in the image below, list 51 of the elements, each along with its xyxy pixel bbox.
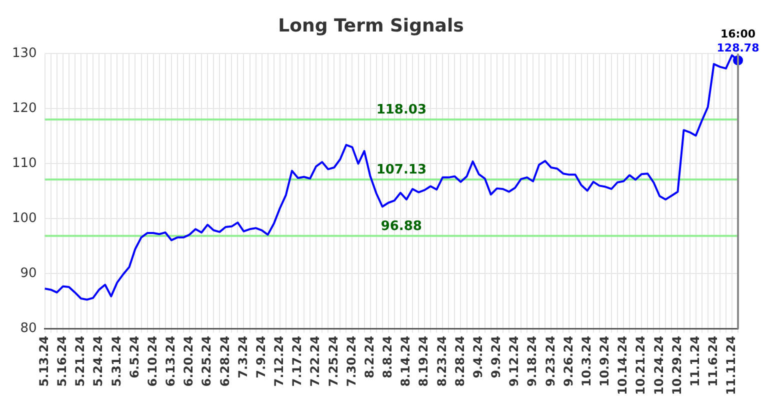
data-label: 128.78	[716, 42, 760, 55]
x-tick-label: 7.3.24	[236, 336, 250, 378]
x-tick-label: 8.14.24	[398, 336, 413, 387]
x-tick-label: 10.21.24	[634, 336, 648, 396]
x-tick-label: 10.24.24	[652, 336, 666, 396]
x-tick-label: 7.25.24	[326, 336, 340, 387]
x-tick-label: 9.4.24	[470, 336, 485, 378]
x-tick-label: 5.21.24	[73, 336, 88, 387]
x-tick-label: 10.14.24	[616, 336, 630, 396]
ref-line-label: 107.13	[376, 162, 426, 178]
x-tick-label: 7.22.24	[308, 336, 322, 387]
y-tick-label: 100	[12, 211, 37, 226]
x-tick-label: 8.8.24	[380, 336, 395, 378]
x-tick-label: 10.29.24	[670, 336, 684, 396]
text: 16:00	[720, 28, 756, 41]
x-tick-label: 11.6.24	[706, 336, 720, 387]
x-tick-label: 6.20.24	[182, 336, 196, 387]
y-tick-label: 80	[20, 321, 37, 336]
x-tick-label: 5.16.24	[55, 336, 70, 387]
x-tick-label: 9.9.24	[489, 336, 504, 378]
x-tick-label: 5.13.24	[36, 336, 51, 387]
x-tick-label: 6.5.24	[127, 336, 142, 378]
x-tick-label: 7.9.24	[254, 336, 268, 378]
x-tick-label: 8.2.24	[362, 336, 376, 378]
y-tick-label: 130	[12, 46, 37, 61]
x-tick-label: 9.26.24	[561, 336, 576, 387]
y-tick-label: 120	[12, 101, 37, 116]
x-tick-label: 6.13.24	[164, 336, 178, 387]
x-tick-label: 7.12.24	[272, 336, 286, 387]
x-tick-label: 11.1.24	[688, 336, 702, 387]
x-tick-label: 8.23.24	[434, 336, 449, 387]
x-tick-label: 5.24.24	[91, 336, 106, 387]
x-tick-label: 7.30.24	[344, 336, 358, 387]
y-tick-label: 110	[12, 156, 37, 172]
x-tick-label: 9.23.24	[543, 336, 558, 387]
x-tick-label: 8.19.24	[416, 336, 431, 387]
x-tick-label: 10.9.24	[598, 336, 612, 387]
x-tick-label: 7.17.24	[290, 336, 304, 387]
x-tick-label: 6.25.24	[200, 336, 214, 387]
ref-line-label: 96.88	[380, 218, 422, 234]
ref-line-label: 118.03	[376, 102, 426, 118]
x-tick-label: 6.28.24	[218, 336, 232, 387]
x-tick-label: 8.28.24	[452, 336, 467, 387]
y-tick-label: 90	[20, 266, 37, 282]
x-tick-label: 11.11.24	[724, 336, 738, 396]
x-tick-label: 9.18.24	[525, 336, 540, 387]
chart-title: Long Term Signals	[278, 15, 464, 36]
x-tick-label: 10.3.24	[579, 336, 594, 387]
x-tick-label: 9.12.24	[507, 336, 522, 387]
x-tick-label: 5.31.24	[109, 336, 124, 387]
x-tick-label: 6.10.24	[145, 336, 160, 387]
